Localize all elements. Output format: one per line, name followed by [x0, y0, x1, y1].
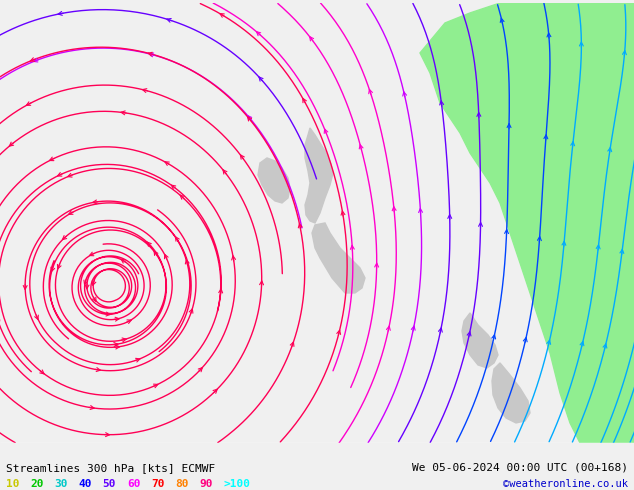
Text: ©weatheronline.co.uk: ©weatheronline.co.uk — [503, 479, 628, 489]
Polygon shape — [462, 313, 498, 368]
Text: Streamlines 300 hPa [kts] ECMWF: Streamlines 300 hPa [kts] ECMWF — [6, 463, 216, 473]
Text: 70: 70 — [151, 479, 164, 489]
Text: 10: 10 — [6, 479, 20, 489]
Polygon shape — [305, 128, 333, 223]
Text: 40: 40 — [79, 479, 92, 489]
Text: 50: 50 — [103, 479, 116, 489]
Text: 80: 80 — [175, 479, 188, 489]
Polygon shape — [492, 363, 530, 423]
Polygon shape — [312, 223, 365, 293]
Bar — [0, 443, 634, 483]
Text: 60: 60 — [127, 479, 140, 489]
Text: 90: 90 — [199, 479, 212, 489]
Text: We 05-06-2024 00:00 UTC (00+168): We 05-06-2024 00:00 UTC (00+168) — [411, 463, 628, 473]
Text: 30: 30 — [55, 479, 68, 489]
Polygon shape — [258, 158, 290, 203]
Text: 20: 20 — [30, 479, 44, 489]
Text: >100: >100 — [223, 479, 250, 489]
Polygon shape — [420, 3, 634, 443]
